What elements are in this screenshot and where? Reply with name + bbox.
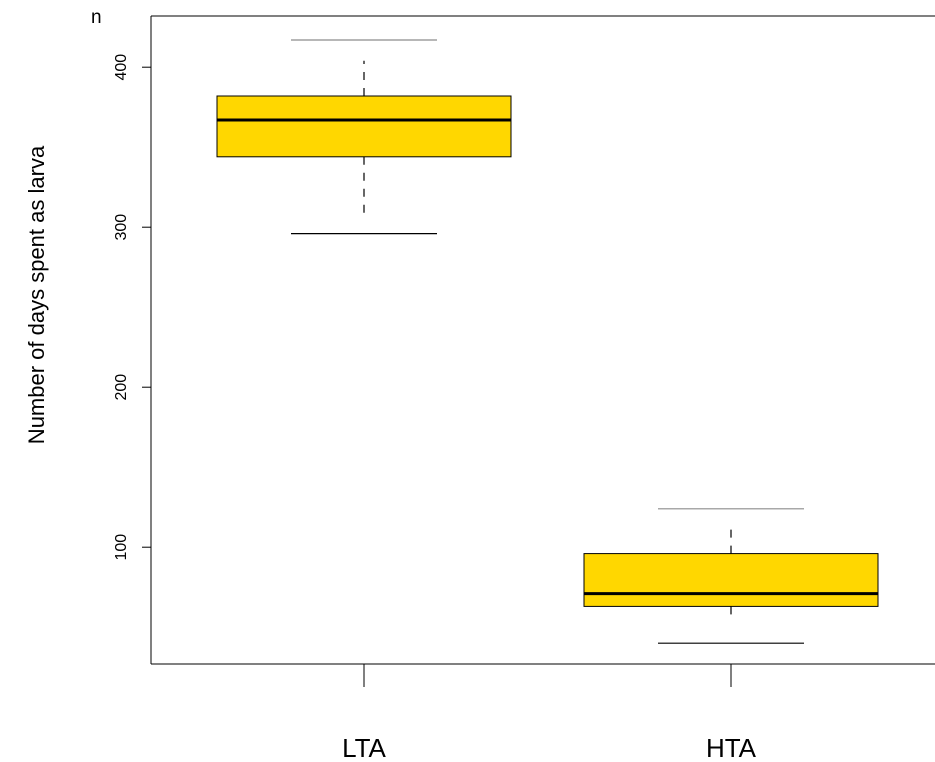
y-tick-label: 300 (113, 214, 130, 241)
y-tick-label: 200 (113, 374, 130, 401)
corner-text: n (91, 7, 102, 28)
y-axis: 100 200 300 400 (113, 54, 151, 561)
y-axis-title: Number of days spent as larva (24, 145, 49, 444)
box-HTA (583, 508, 879, 644)
box-LTA (216, 39, 512, 235)
x-axis: LTA HTA (342, 664, 757, 762)
box-iqr (583, 553, 879, 607)
box-series (216, 39, 879, 644)
x-tick-label: HTA (706, 733, 757, 762)
y-tick-label: 100 (113, 534, 130, 561)
box-iqr (216, 95, 512, 158)
plot-frame (150, 15, 935, 665)
y-tick-label: 400 (113, 54, 130, 81)
x-tick-label: LTA (342, 733, 386, 762)
